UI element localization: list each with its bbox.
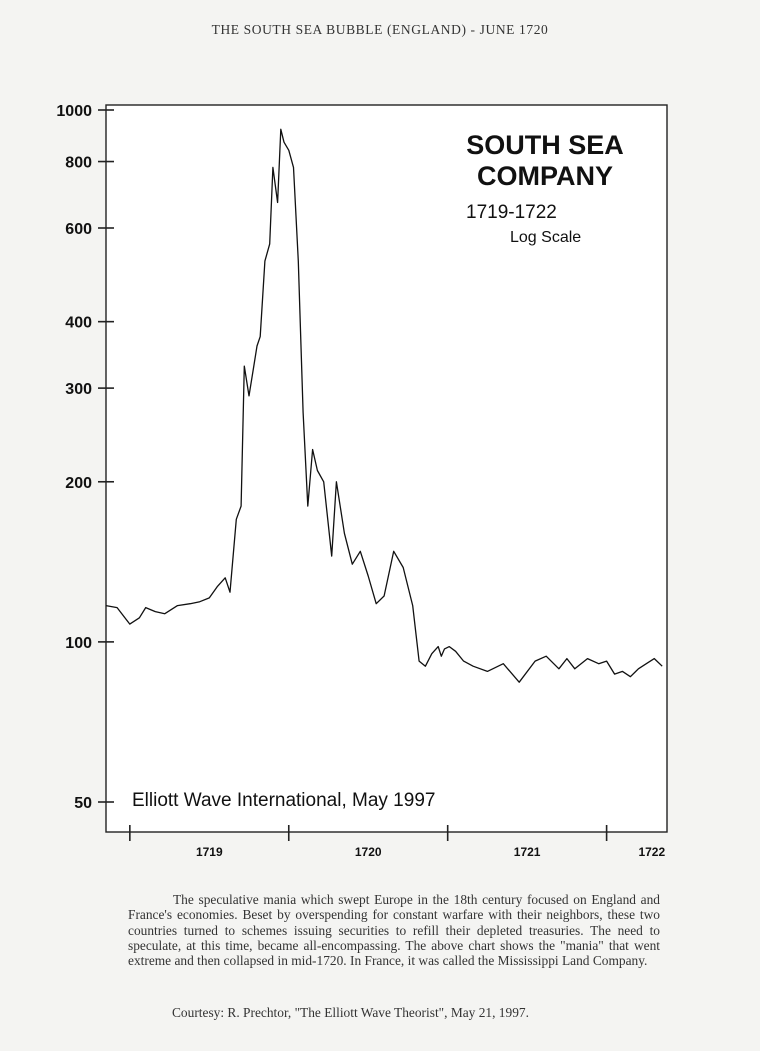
y-tick-label: 600 [65,221,92,238]
x-tick-label: 1722 [638,845,665,859]
x-tick-label: 1719 [196,845,223,859]
caption-text: The speculative mania which swept Europe… [128,892,660,969]
x-tick-label: 1720 [355,845,382,859]
price-line [105,128,663,683]
y-tick-label: 200 [65,475,92,492]
chart-frame [105,104,668,833]
chart-title: SOUTH SEA COMPANY [466,130,624,191]
y-axis: 1000 800 600 400 300 200 100 50 [56,103,114,812]
y-tick-label: 400 [65,315,92,332]
y-tick-label: 1000 [56,103,92,120]
y-tick-label: 800 [65,155,92,172]
chart-subtitle: 1719-1722 [466,202,557,223]
y-tick-label: 100 [65,635,92,652]
series [105,128,663,683]
chart-source: Elliott Wave International, May 1997 [132,790,436,811]
y-tick-label: 300 [65,381,92,398]
chart-scale-note: Log Scale [510,229,582,246]
y-tick-label: 50 [74,795,92,812]
courtesy-line: Courtesy: R. Prechtor, "The Elliott Wave… [172,1005,529,1020]
page-title: THE SOUTH SEA BUBBLE (ENGLAND) - JUNE 17… [211,22,549,37]
x-axis: 1719 1720 1721 1722 [129,825,665,859]
x-tick-label: 1721 [514,845,541,859]
caption: The speculative mania which swept Europe… [128,892,660,968]
